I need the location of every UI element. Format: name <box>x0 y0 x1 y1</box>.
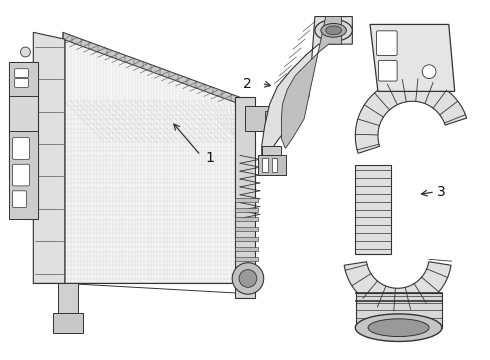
Polygon shape <box>235 257 258 261</box>
Circle shape <box>239 270 257 287</box>
Polygon shape <box>258 156 286 175</box>
FancyBboxPatch shape <box>378 60 397 81</box>
Polygon shape <box>33 32 65 283</box>
Polygon shape <box>262 158 268 172</box>
Circle shape <box>232 263 264 294</box>
Circle shape <box>422 65 436 78</box>
Polygon shape <box>262 145 281 158</box>
Polygon shape <box>235 97 255 298</box>
Polygon shape <box>344 262 451 311</box>
Polygon shape <box>281 17 342 148</box>
Polygon shape <box>356 293 442 328</box>
Polygon shape <box>355 165 391 254</box>
Polygon shape <box>53 313 82 333</box>
Polygon shape <box>370 24 455 91</box>
Polygon shape <box>271 158 277 172</box>
Ellipse shape <box>321 23 346 37</box>
Polygon shape <box>63 32 240 104</box>
Polygon shape <box>265 111 277 126</box>
FancyBboxPatch shape <box>376 31 397 55</box>
Polygon shape <box>9 62 38 96</box>
Ellipse shape <box>368 319 429 337</box>
Polygon shape <box>58 283 77 318</box>
FancyBboxPatch shape <box>15 69 28 78</box>
Polygon shape <box>235 198 258 202</box>
Polygon shape <box>245 106 270 131</box>
Polygon shape <box>235 247 258 251</box>
Circle shape <box>21 47 30 57</box>
Ellipse shape <box>315 19 352 41</box>
Text: 1: 1 <box>206 151 215 165</box>
FancyBboxPatch shape <box>13 164 29 186</box>
FancyBboxPatch shape <box>13 138 29 159</box>
Text: 2: 2 <box>243 77 252 90</box>
Polygon shape <box>9 62 38 219</box>
Ellipse shape <box>355 314 442 342</box>
Ellipse shape <box>326 26 342 35</box>
Polygon shape <box>262 17 352 156</box>
Polygon shape <box>65 39 240 283</box>
Polygon shape <box>235 237 258 241</box>
Polygon shape <box>355 78 466 153</box>
Text: 3: 3 <box>437 185 446 199</box>
FancyBboxPatch shape <box>13 191 26 208</box>
Polygon shape <box>235 217 258 221</box>
Polygon shape <box>235 208 258 212</box>
Polygon shape <box>9 131 38 219</box>
Polygon shape <box>235 227 258 231</box>
FancyBboxPatch shape <box>15 78 28 87</box>
